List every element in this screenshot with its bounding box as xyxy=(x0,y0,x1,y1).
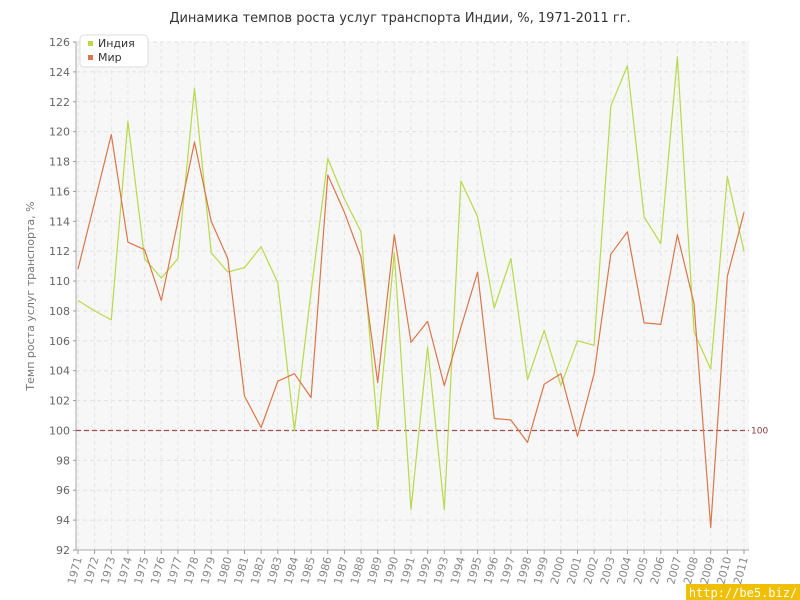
watermark[interactable]: http://be5.biz/ xyxy=(686,584,800,600)
y-tick-label: 100 xyxy=(49,424,70,437)
series-line-Индия xyxy=(77,56,745,511)
y-tick-label: 126 xyxy=(49,36,70,49)
y-tick-label: 94 xyxy=(56,514,70,527)
y-tick-label: 92 xyxy=(56,544,70,557)
watermark-text[interactable]: http://be5.biz/ xyxy=(689,586,797,600)
series-group xyxy=(77,56,745,529)
reference-line-group: 100 xyxy=(76,426,768,436)
y-tick-label: 124 xyxy=(49,66,70,79)
y-tick-label: 122 xyxy=(49,96,70,109)
y-axis-label: Темп роста услуг транспорта, % xyxy=(24,201,37,391)
plot-area xyxy=(76,42,749,550)
y-tick-label: 114 xyxy=(49,215,70,228)
y-tick-label: 110 xyxy=(49,275,70,288)
legend-swatch xyxy=(88,41,93,46)
y-tick-label: 118 xyxy=(49,156,70,169)
series-line-Мир xyxy=(77,134,745,529)
y-tick-label: 108 xyxy=(49,305,70,318)
chart-title: Динамика темпов роста услуг транспорта И… xyxy=(169,11,630,26)
y-tick-label: 120 xyxy=(49,126,70,139)
legend-swatch xyxy=(88,55,93,60)
y-tick-label: 106 xyxy=(49,335,70,348)
legend-label: Индия xyxy=(98,37,135,50)
y-tick-label: 104 xyxy=(49,365,70,378)
y-tick-label: 98 xyxy=(56,454,70,467)
watermark-background xyxy=(686,584,800,600)
y-tick-label: 112 xyxy=(49,245,70,258)
axes xyxy=(75,42,749,551)
y-tick-label: 116 xyxy=(49,185,70,198)
reference-line-label: 100 xyxy=(751,426,768,436)
legend-box xyxy=(79,34,149,68)
x-ticks: 1971197219731974197519761977197819791980… xyxy=(65,550,751,586)
y-ticks: 92 94 96 98 100 102 104 106 108 110 112 114 116 118 12… xyxy=(49,36,76,557)
y-tick-label: 96 xyxy=(56,484,70,497)
grid xyxy=(76,41,749,551)
y-tick-label: 102 xyxy=(49,395,70,408)
legend-label: Мир xyxy=(98,51,122,64)
